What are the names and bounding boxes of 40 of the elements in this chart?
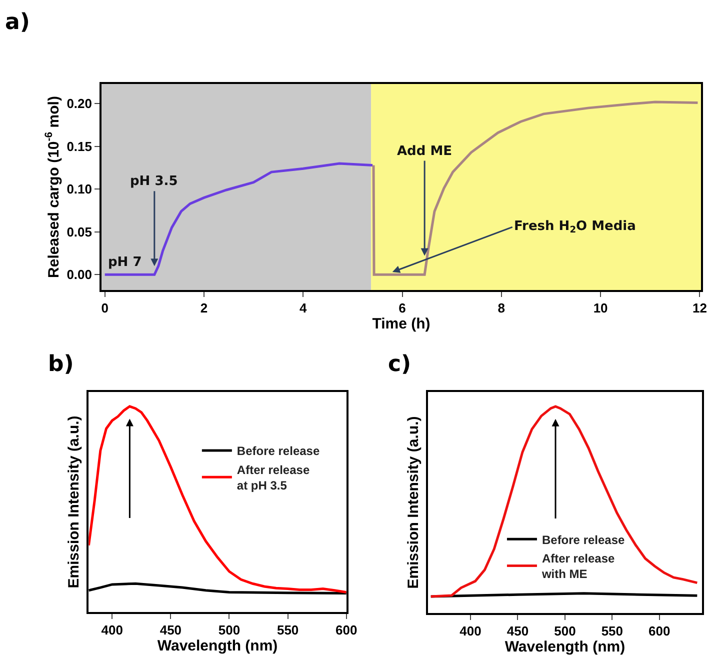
line-series bbox=[372, 100, 699, 276]
x-tick-label: 450 bbox=[506, 623, 529, 638]
x-axis-title: Time (h) bbox=[372, 315, 430, 332]
x-tick-label: 400 bbox=[460, 623, 482, 638]
x-tick-label: 550 bbox=[276, 622, 299, 638]
y-tick-label: 0.00 bbox=[66, 267, 92, 282]
line-series bbox=[104, 162, 374, 276]
y-tick-label: 0.10 bbox=[66, 182, 92, 197]
x-tick-label: 4 bbox=[300, 300, 308, 316]
chart-title: c) bbox=[388, 352, 412, 377]
x-tick-label: 12 bbox=[692, 300, 707, 316]
x-tick-label: 6 bbox=[398, 300, 406, 316]
y-axis-title: Emission Intensity (a.u.) bbox=[66, 416, 83, 588]
legend-label: After release at pH 3.5 bbox=[236, 462, 310, 493]
x-tick-label: 0 bbox=[101, 300, 108, 316]
chart-title: b) bbox=[48, 352, 74, 377]
legend-label: After release with ME bbox=[540, 552, 616, 582]
x-tick-label: 8 bbox=[498, 300, 506, 316]
y-tick-label: 0.20 bbox=[66, 96, 92, 112]
annotation: pH 3.5 bbox=[130, 174, 178, 189]
x-tick-label: 500 bbox=[218, 622, 240, 638]
legend-label: Before release bbox=[542, 532, 626, 547]
x-axis-title: Wavelength (nm) bbox=[157, 637, 278, 654]
y-tick-label: 0.15 bbox=[66, 138, 92, 154]
annotation: pH 7 bbox=[108, 255, 142, 270]
x-tick-label: 2 bbox=[200, 300, 208, 316]
x-tick-label: 550 bbox=[601, 623, 624, 638]
x-axis-title: Wavelength (nm) bbox=[504, 638, 626, 656]
x-tick-label: 10 bbox=[593, 300, 608, 316]
chart-title: a) bbox=[5, 10, 30, 35]
x-tick-label: 600 bbox=[648, 623, 670, 638]
annotation: Add ME bbox=[397, 144, 452, 159]
x-tick-label: 500 bbox=[554, 623, 576, 638]
x-tick-label: 400 bbox=[101, 622, 123, 638]
x-tick-label: 450 bbox=[160, 622, 182, 638]
annotation: Fresh H$_{2}$O Media bbox=[514, 219, 636, 236]
y-tick-label: 0.05 bbox=[66, 224, 92, 240]
legend-label: Before release bbox=[236, 444, 320, 458]
y-axis-title: Emission Intensity (a.u.) bbox=[405, 416, 422, 589]
x-tick-label: 600 bbox=[336, 622, 358, 638]
